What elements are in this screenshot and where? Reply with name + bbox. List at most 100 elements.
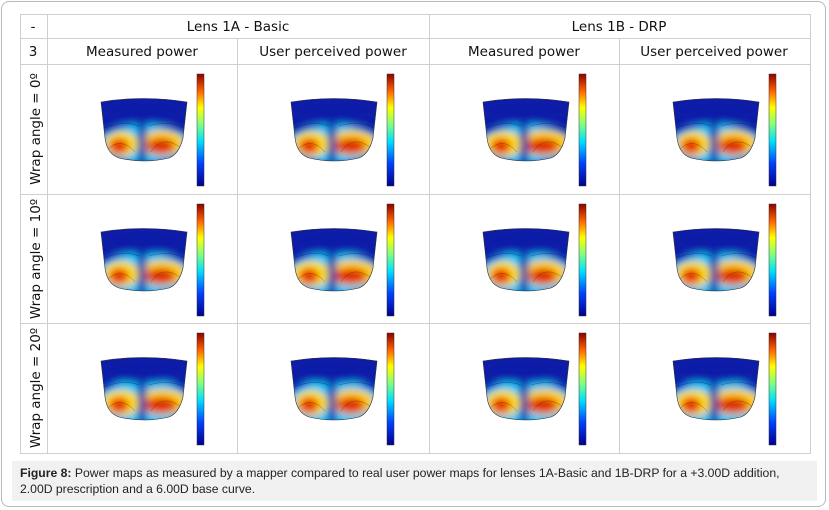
power-map [100, 203, 205, 317]
map-surface [291, 228, 377, 291]
caption: Figure 8: Power maps as measured by a ma… [12, 461, 817, 501]
map-surface [483, 98, 569, 161]
contours [485, 382, 568, 412]
colorbar [386, 332, 395, 446]
channel [328, 108, 336, 161]
zone [109, 268, 129, 284]
zone [335, 138, 367, 154]
map-outline [290, 357, 378, 421]
row-header: Wrap angle = 0º [28, 73, 44, 185]
map-blobs [291, 98, 377, 161]
zone [299, 397, 319, 413]
colorbar [578, 332, 587, 446]
power-map [482, 203, 587, 317]
contours [485, 123, 568, 153]
map-blobs [291, 228, 377, 291]
map-outline [290, 228, 378, 292]
map-blobs [483, 357, 569, 420]
zone [681, 268, 701, 284]
column-header: User perceived power [640, 44, 788, 60]
channel [328, 238, 336, 291]
zone [681, 138, 701, 154]
colorbar [386, 73, 395, 187]
column-header: Measured power [468, 44, 580, 60]
contours [293, 253, 376, 283]
map-blobs [101, 357, 187, 420]
power-map [290, 332, 395, 446]
channel [520, 367, 528, 420]
zone [716, 397, 750, 413]
channel [138, 108, 146, 161]
power-map [290, 73, 395, 187]
map-outline [100, 98, 188, 162]
zone [299, 138, 319, 154]
map-outline [482, 98, 570, 162]
map-surface [483, 228, 569, 291]
map-surface [291, 98, 377, 161]
power-map [482, 332, 587, 446]
map-outline [100, 228, 188, 292]
channel [328, 367, 336, 420]
map-outline [672, 98, 760, 162]
map-blobs [101, 98, 187, 161]
caption-text: Power maps as measured by a mapper compa… [20, 466, 780, 496]
colorbar [578, 203, 587, 317]
lens-header: Lens 1B - DRP [572, 19, 667, 35]
channel [710, 108, 718, 161]
colorbar [768, 203, 777, 317]
colorbar [578, 73, 587, 187]
colorbar [196, 203, 205, 317]
zone [526, 138, 560, 154]
power-map [100, 332, 205, 446]
colorbar [768, 332, 777, 446]
map-surface [673, 98, 759, 161]
contours [103, 253, 186, 283]
map-blobs [673, 228, 759, 291]
power-map [482, 73, 587, 187]
contours [103, 382, 186, 412]
map-surface [101, 228, 187, 291]
grid [20, 14, 811, 454]
lens-header: Lens 1A - Basic [187, 19, 290, 35]
zone [681, 397, 701, 413]
map-outline [290, 98, 378, 162]
contours [293, 382, 376, 412]
zone [299, 268, 319, 284]
zone [334, 268, 368, 284]
channel [138, 367, 146, 420]
contours [675, 253, 758, 283]
colorbar [196, 73, 205, 187]
power-map [100, 73, 205, 187]
zone [491, 138, 511, 154]
zone [144, 397, 178, 413]
colorbar [768, 73, 777, 187]
map-surface [673, 357, 759, 420]
colorbar [386, 203, 395, 317]
row-header: Wrap angle = 20º [28, 328, 44, 448]
contours [675, 123, 758, 153]
contours [675, 382, 758, 412]
zone [717, 268, 749, 284]
map-surface [101, 98, 187, 161]
row-header: Wrap angle = 10º [28, 199, 44, 319]
contours [485, 253, 568, 283]
column-header: User perceived power [259, 44, 407, 60]
corner-cell: - [31, 19, 36, 35]
power-map [672, 73, 777, 187]
contours [293, 123, 376, 153]
channel [138, 238, 146, 291]
zone [109, 397, 129, 413]
map-outline [672, 357, 760, 421]
zone [109, 138, 129, 154]
map-surface [673, 228, 759, 291]
contours [103, 123, 186, 153]
power-map [672, 332, 777, 446]
channel [710, 367, 718, 420]
channel [710, 238, 718, 291]
map-blobs [673, 98, 759, 161]
zone [527, 397, 559, 413]
map-blobs [101, 228, 187, 291]
power-map [290, 203, 395, 317]
map-blobs [483, 228, 569, 291]
